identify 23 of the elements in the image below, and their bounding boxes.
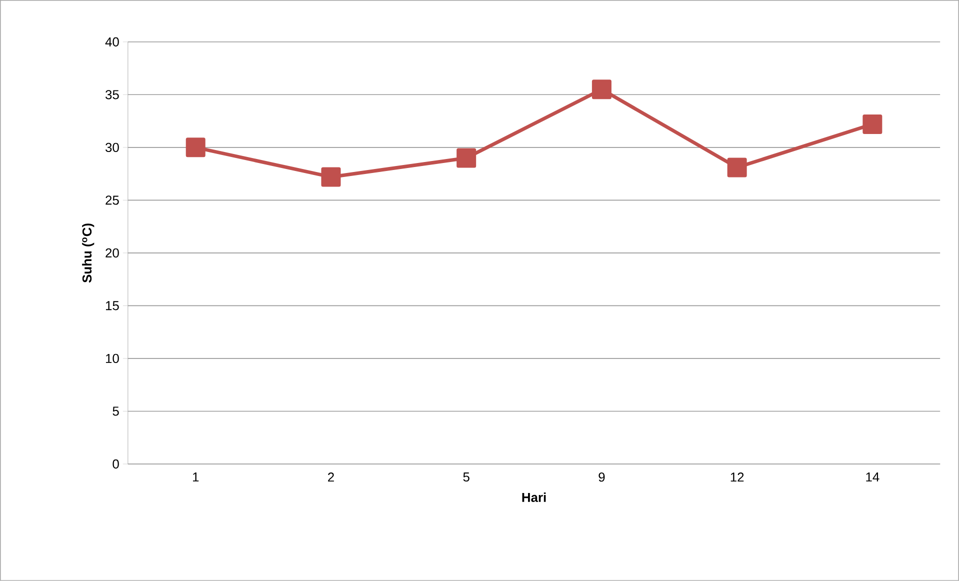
x-tick-label: 5	[463, 472, 470, 482]
point	[186, 138, 206, 158]
x-tick-label: 14	[866, 472, 880, 482]
y-tick-label: 5	[112, 406, 119, 416]
x-tick-label: 12	[730, 472, 744, 482]
point	[321, 167, 341, 187]
y-axis-title: Suhu ($^{o}$C)	[82, 224, 94, 283]
point	[727, 158, 747, 178]
point	[456, 148, 476, 168]
y-tick-label: 30	[106, 142, 119, 152]
x-tick-label: 1	[193, 472, 199, 482]
x-tick-label: 2	[328, 472, 334, 482]
y-tick-label: 20	[106, 248, 119, 258]
y-tick-label: 0	[112, 459, 119, 469]
y-tick-label: 25	[106, 196, 119, 205]
y-tick-label: 35	[106, 90, 119, 100]
x-tick-label: 9	[598, 472, 605, 482]
point	[862, 114, 882, 134]
y-tick-label: 15	[106, 301, 119, 310]
point	[592, 80, 612, 100]
y-tick-label: 40	[105, 37, 119, 47]
y-tick-label: 10	[106, 354, 119, 364]
x-axis-title: Hari	[522, 492, 546, 502]
